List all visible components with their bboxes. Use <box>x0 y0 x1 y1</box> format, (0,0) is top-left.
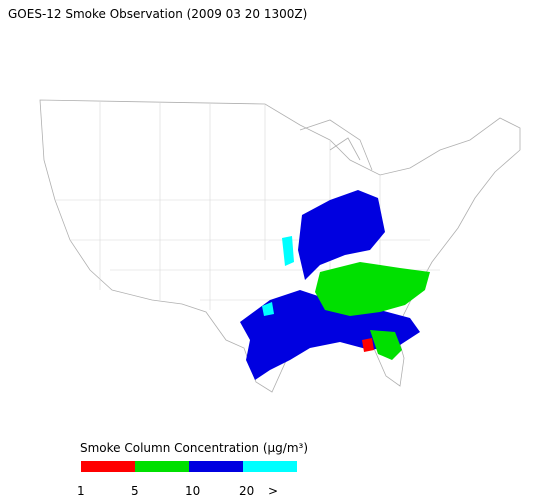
smoke-area <box>298 190 385 280</box>
legend-swatch <box>243 461 297 472</box>
legend-swatch <box>81 461 135 472</box>
smoke-area <box>315 262 430 316</box>
smoke-area <box>282 236 294 266</box>
legend-swatch <box>135 461 189 472</box>
legend-swatch <box>189 461 243 472</box>
smoke-area <box>262 302 274 316</box>
smoke <box>240 190 430 380</box>
basemap <box>39 99 521 393</box>
legend: 1 5 10 20 > <box>77 461 297 498</box>
legend-label: 20 <box>239 484 254 498</box>
title: GOES-12 Smoke Observation (2009 03 20 13… <box>8 7 307 21</box>
legend-label: 1 <box>77 484 85 498</box>
smoke-area <box>370 330 402 360</box>
legend-label: > <box>268 484 278 498</box>
legend-label: 5 <box>131 484 139 498</box>
legend-title: Smoke Column Concentration (μg/m³) <box>80 441 308 455</box>
legend-label: 10 <box>185 484 200 498</box>
smoke-area <box>362 338 374 352</box>
